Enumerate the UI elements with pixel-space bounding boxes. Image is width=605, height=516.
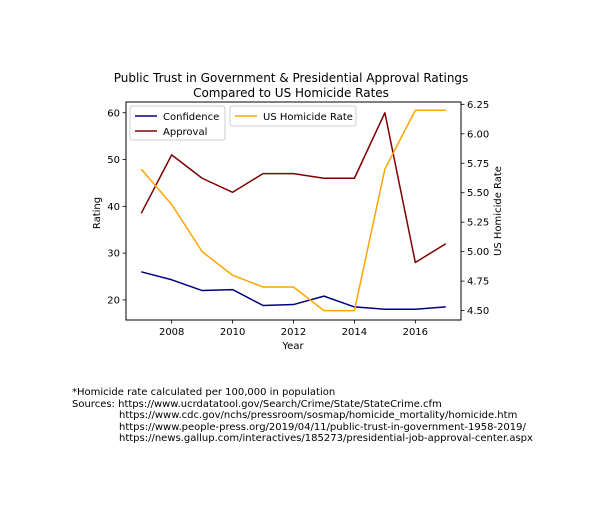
y2-tick-label: 5.50 — [467, 188, 489, 199]
y2-tick-label: 4.75 — [467, 277, 489, 288]
y2-tick-label: 5.00 — [467, 247, 489, 258]
y-tick-label: 20 — [107, 295, 120, 306]
y-tick-label: 30 — [107, 249, 120, 260]
chart-title: Public Trust in Government & Presidentia… — [114, 71, 469, 85]
footnote-source-4: https://news.gallup.com/interactives/185… — [119, 433, 533, 444]
footnote-source-3: https://www.people-press.org/2019/04/11/… — [119, 421, 526, 433]
x-tick-label: 2016 — [403, 327, 428, 338]
y2-tick-label: 6.25 — [467, 100, 489, 111]
x-tick-label: 2008 — [159, 327, 184, 338]
axis-ticks: 2008 2010 2012 2014 2016 20 30 40 50 60 4.50 4.75 5.… — [107, 100, 489, 338]
legend-right-box — [229, 105, 357, 127]
x-tick-label: 2010 — [220, 327, 245, 338]
series-line-us-homicide-rate — [140, 109, 446, 312]
series-line-confidence — [141, 271, 446, 310]
x-tick-label: 2014 — [342, 327, 367, 338]
y2-axis-label: US Homicide Rate — [493, 166, 504, 256]
y-tick-label: 60 — [107, 108, 120, 119]
footnotes: *Homicide rate calculated per 100,000 in… — [72, 387, 533, 445]
chart-subtitle: Compared to US Homicide Rates — [193, 86, 389, 100]
footnote-source-2: https://www.cdc.gov/nchs/pressroom/sosma… — [119, 410, 518, 421]
x-tick-label: 2012 — [281, 327, 306, 338]
y-tick-label: 50 — [107, 155, 120, 166]
x-axis-label: Year — [281, 341, 304, 352]
series-lines — [140, 109, 447, 312]
series-line-approval — [140, 112, 447, 264]
footnote-source-1: Sources: https://www.ucrdatatool.gov/Sea… — [72, 398, 442, 410]
legend-label-confidence: Confidence — [163, 112, 219, 123]
y-axis-label: Rating — [92, 197, 103, 229]
y-tick-label: 40 — [107, 202, 120, 213]
legend-label-homicide: US Homicide Rate — [263, 112, 353, 123]
legend-left: Confidence Approval — [129, 105, 226, 141]
y2-tick-label: 4.50 — [467, 306, 489, 317]
footnote-homicide: *Homicide rate calculated per 100,000 in… — [72, 387, 336, 398]
y2-tick-label: 5.25 — [467, 218, 489, 229]
y2-tick-label: 5.75 — [467, 159, 489, 170]
legend-label-approval: Approval — [163, 127, 207, 138]
legend-right: US Homicide Rate — [229, 105, 357, 127]
y2-tick-label: 6.00 — [467, 129, 489, 140]
